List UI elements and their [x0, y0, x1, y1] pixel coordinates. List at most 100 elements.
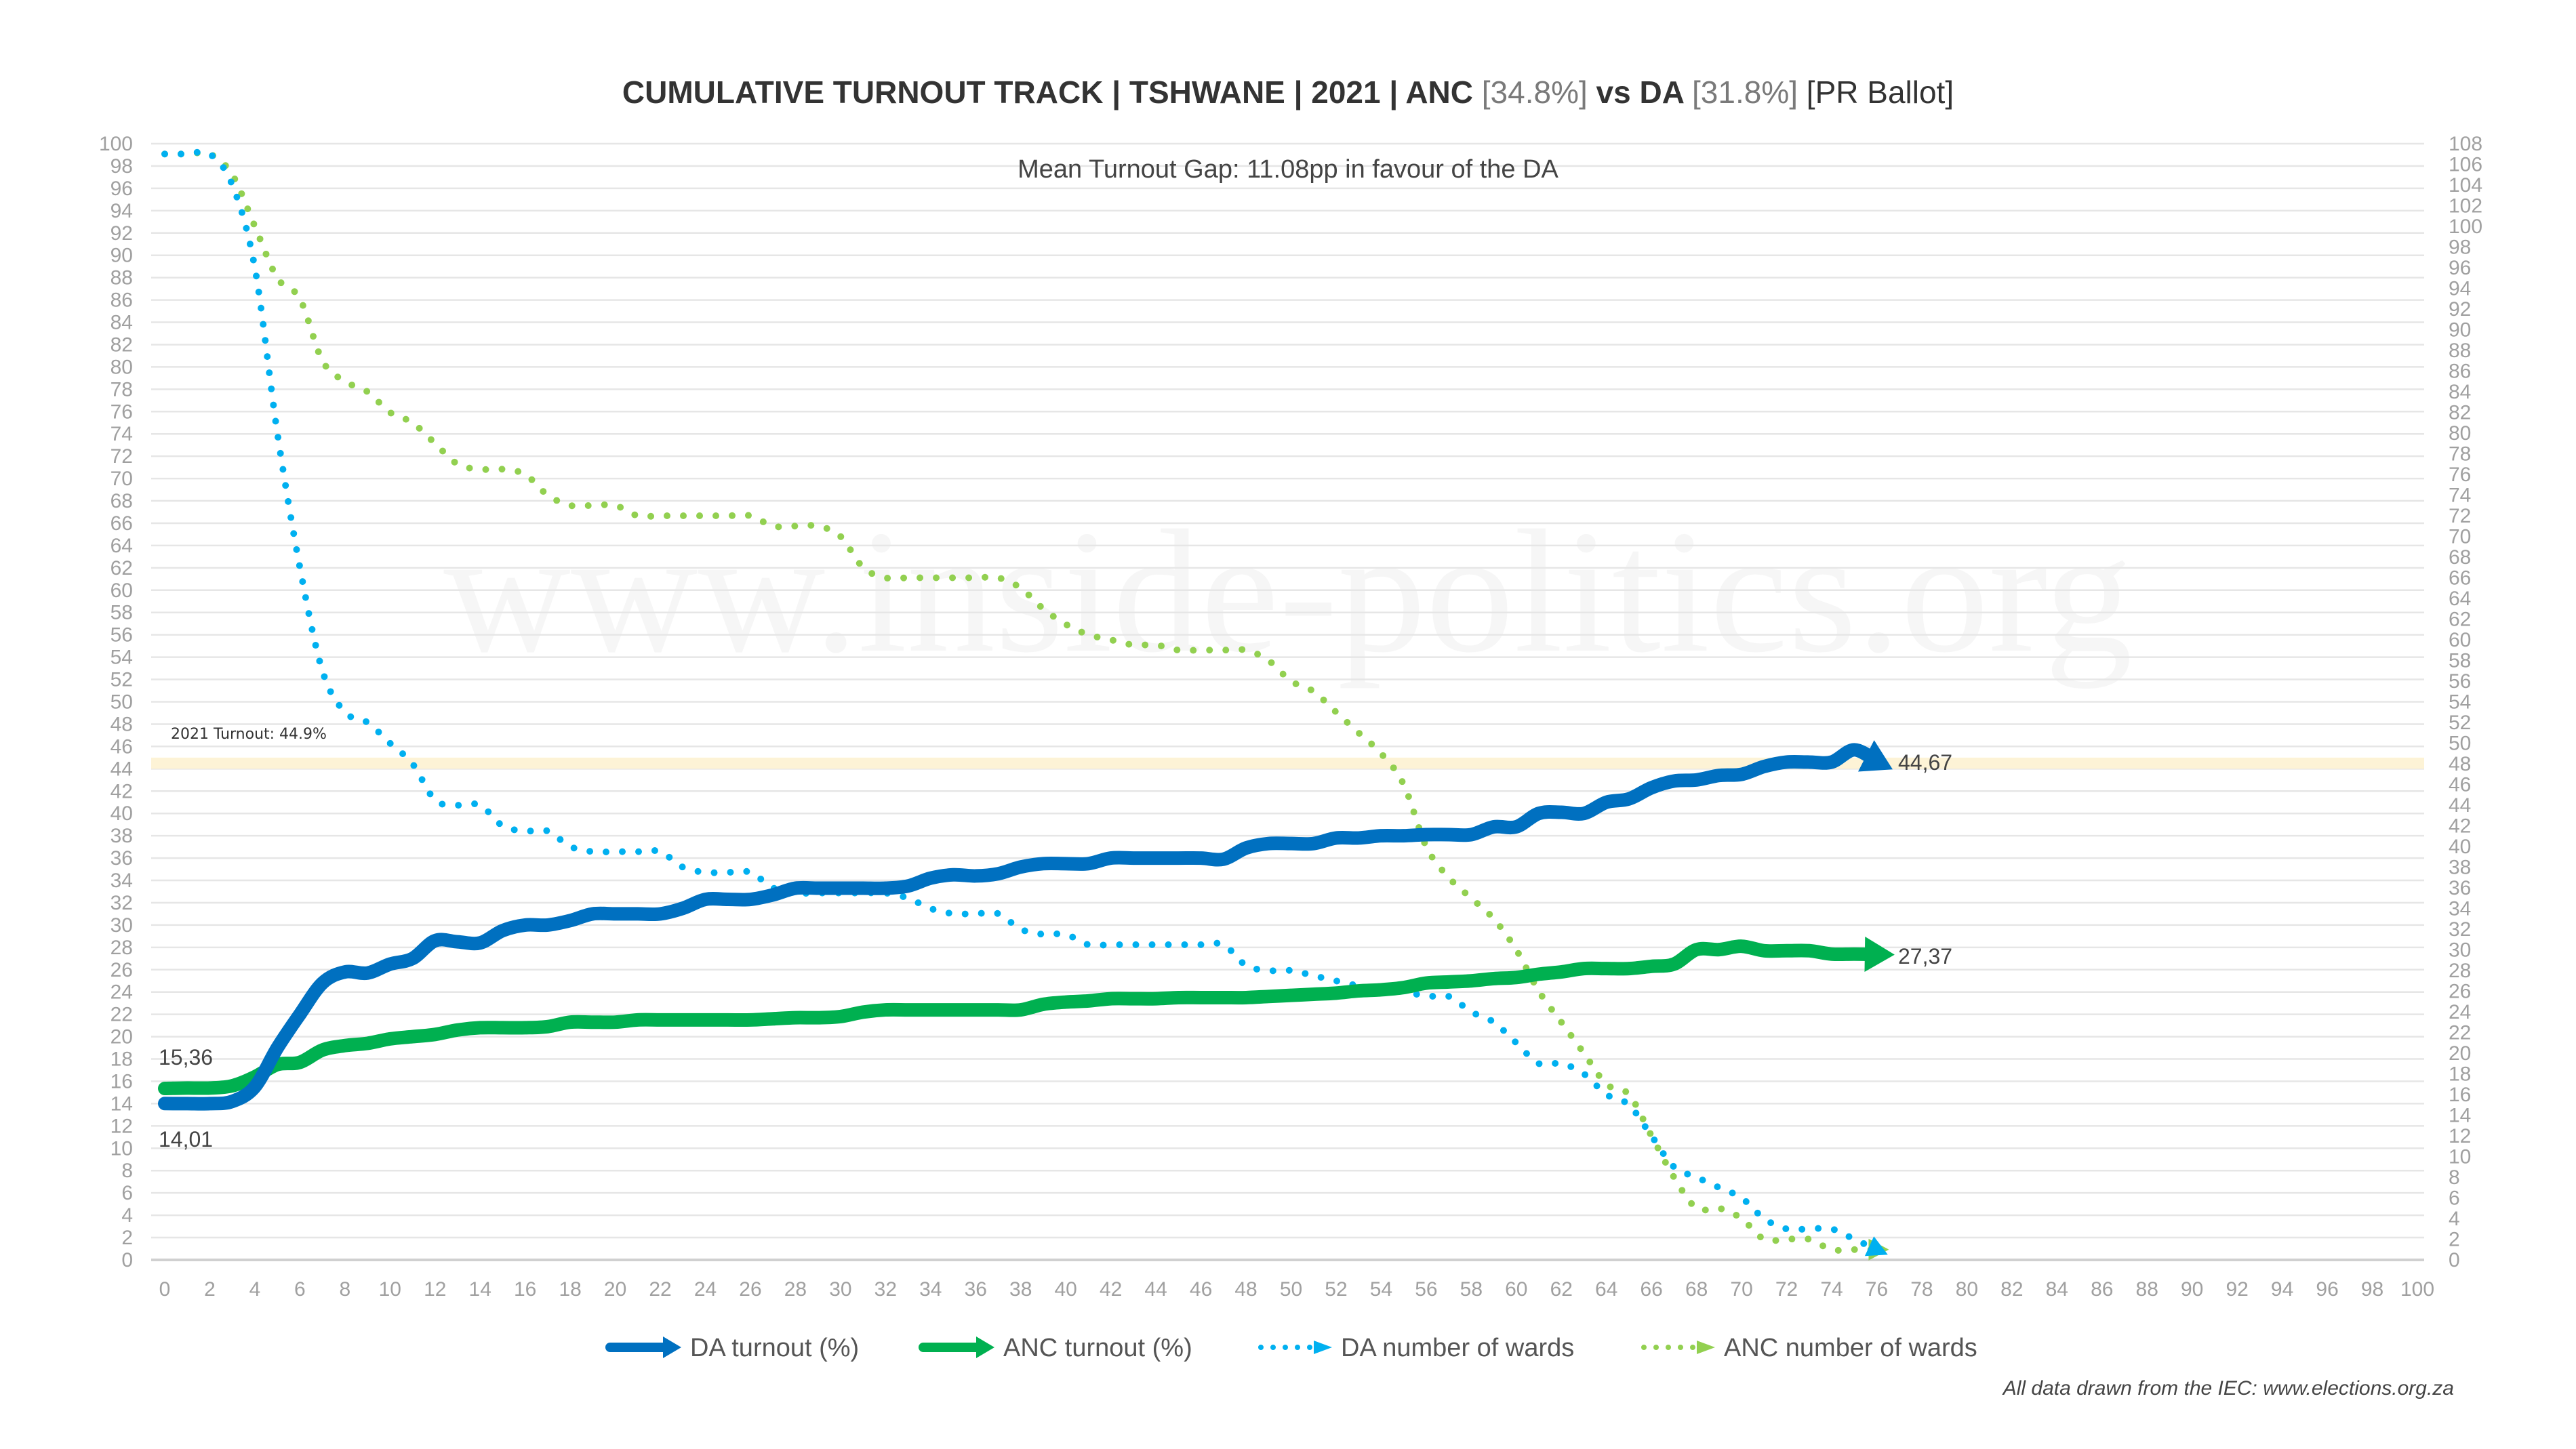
x-tick-label: 40: [1055, 1278, 1077, 1301]
y-left-tick-label: 94: [110, 200, 133, 222]
y-right-tick-label: 18: [2449, 1063, 2471, 1086]
y-left-tick-label: 40: [110, 802, 133, 825]
reference-band-label: 2021 Turnout: 44.9%: [171, 726, 327, 743]
x-tick-label: 8: [339, 1278, 350, 1301]
x-tick-label: 88: [2136, 1278, 2158, 1301]
y-right-tick-label: 56: [2449, 670, 2471, 693]
x-tick-label: 24: [694, 1278, 717, 1301]
y-right-tick-label: 58: [2449, 650, 2471, 672]
x-tick-label: 34: [919, 1278, 942, 1301]
y-left-tick-label: 36: [110, 847, 133, 870]
x-tick-label: 22: [649, 1278, 671, 1301]
x-tick-label: 60: [1505, 1278, 1527, 1301]
x-tick-label: 0: [159, 1278, 171, 1301]
legend-arrow-icon: [663, 1336, 681, 1358]
series-da-turnout: [158, 740, 1893, 1111]
legend-label: DA number of wards: [1341, 1334, 1574, 1362]
series-anc-number-of-wards: [161, 149, 1889, 1261]
y-left-tick-label: 72: [110, 445, 133, 468]
y-left-tick-label: 50: [110, 691, 133, 714]
y-right-tick-label: 26: [2449, 981, 2471, 1003]
series-da-number-of-wards: [161, 148, 1888, 1257]
x-tick-label: 84: [2046, 1278, 2068, 1301]
y-right-tick-label: 20: [2449, 1042, 2471, 1065]
legend-label: ANC turnout (%): [1003, 1334, 1192, 1362]
y-right-tick-label: 34: [2449, 898, 2471, 920]
y-left-tick-label: 14: [110, 1093, 133, 1115]
y-right-tick-label: 86: [2449, 361, 2471, 383]
y-left-tick-label: 2: [121, 1227, 133, 1249]
x-tick-label: 56: [1415, 1278, 1437, 1301]
x-tick-label: 50: [1280, 1278, 1302, 1301]
y-left-tick-label: 6: [121, 1182, 133, 1204]
y-right-tick-label: 22: [2449, 1022, 2471, 1044]
x-tick-label: 64: [1595, 1278, 1617, 1301]
y-left-tick-label: 92: [110, 222, 133, 245]
x-tick-label: 94: [2271, 1278, 2293, 1301]
y-left-tick-label: 12: [110, 1115, 133, 1137]
y-left-tick-label: 68: [110, 490, 133, 512]
y-left-tick-label: 74: [110, 423, 133, 445]
y-right-tick-label: 62: [2449, 609, 2471, 631]
y-right-tick-label: 70: [2449, 526, 2471, 548]
y-right-tick-label: 66: [2449, 567, 2471, 590]
y-left-tick-label: 52: [110, 669, 133, 691]
series-arrowhead: [1864, 1236, 1888, 1257]
series-lines: [158, 148, 1895, 1261]
x-tick-label: 74: [1820, 1278, 1843, 1301]
x-tick-label: 86: [2091, 1278, 2113, 1301]
y-left-tick-label: 4: [121, 1204, 133, 1227]
y-right-tick-label: 54: [2449, 691, 2471, 714]
y-left-tick-label: 98: [110, 155, 133, 178]
y-right-tick-label: 38: [2449, 857, 2471, 879]
y-left-tick-label: 26: [110, 959, 133, 981]
x-tick-label: 48: [1234, 1278, 1257, 1301]
x-tick-label: 100: [2400, 1278, 2434, 1301]
y-left-tick-label: 86: [110, 289, 133, 312]
gridlines: [151, 142, 2424, 1261]
x-tick-label: 38: [1009, 1278, 1032, 1301]
anc-start-label: 15,36: [159, 1045, 213, 1069]
series-line: [161, 148, 1880, 1253]
legend-item: DA number of wards: [1258, 1334, 1574, 1362]
y-right-tick-label: 78: [2449, 443, 2471, 466]
y-left-tick-label: 44: [110, 758, 133, 780]
y-right-tick-label: 32: [2449, 918, 2471, 941]
y-right-tick-label: 52: [2449, 712, 2471, 734]
y-right-tick-label: 12: [2449, 1125, 2471, 1147]
x-tick-label: 46: [1190, 1278, 1212, 1301]
legend-item: ANC number of wards: [1641, 1334, 1977, 1362]
y-left-tick-label: 20: [110, 1026, 133, 1048]
y-left-tick-label: 28: [110, 937, 133, 959]
y-left-tick-label: 60: [110, 579, 133, 602]
y-left-tick-label: 22: [110, 1004, 133, 1026]
legend-label: DA turnout (%): [690, 1334, 859, 1362]
y-right-tick-label: 24: [2449, 1001, 2471, 1023]
annotations: 14,01 15,36 44,67 27,37: [159, 750, 1952, 1151]
y-right-tick-label: 88: [2449, 340, 2471, 362]
series-line: [158, 743, 1884, 1111]
y-right-tick-label: 74: [2449, 485, 2471, 507]
y-left-tick-label: 96: [110, 178, 133, 200]
x-tick-label: 90: [2181, 1278, 2203, 1301]
y-left-tick-label: 88: [110, 267, 133, 289]
x-tick-label: 16: [514, 1278, 536, 1301]
y-left-tick-label: 30: [110, 914, 133, 937]
legend: DA turnout (%) ANC turnout (%) DA number o…: [605, 1334, 1977, 1362]
y-right-tick-label: 42: [2449, 815, 2471, 838]
reference-band: [151, 757, 2424, 769]
legend-label: ANC number of wards: [1724, 1334, 1977, 1362]
x-tick-label: 72: [1775, 1278, 1798, 1301]
y-right-tick-label: 90: [2449, 319, 2471, 342]
y-right-tick-label: 82: [2449, 402, 2471, 424]
y-left-tick-label: 24: [110, 981, 133, 1004]
y-right-tick-label: 28: [2449, 960, 2471, 982]
x-tick-label: 58: [1460, 1278, 1483, 1301]
x-tick-label: 66: [1640, 1278, 1662, 1301]
x-tick-label: 96: [2316, 1278, 2338, 1301]
y-left-tick-label: 16: [110, 1070, 133, 1093]
y-right-tick-label: 106: [2449, 154, 2482, 176]
y-right-tick-label: 108: [2449, 133, 2482, 155]
y-left-tick-label: 66: [110, 512, 133, 535]
